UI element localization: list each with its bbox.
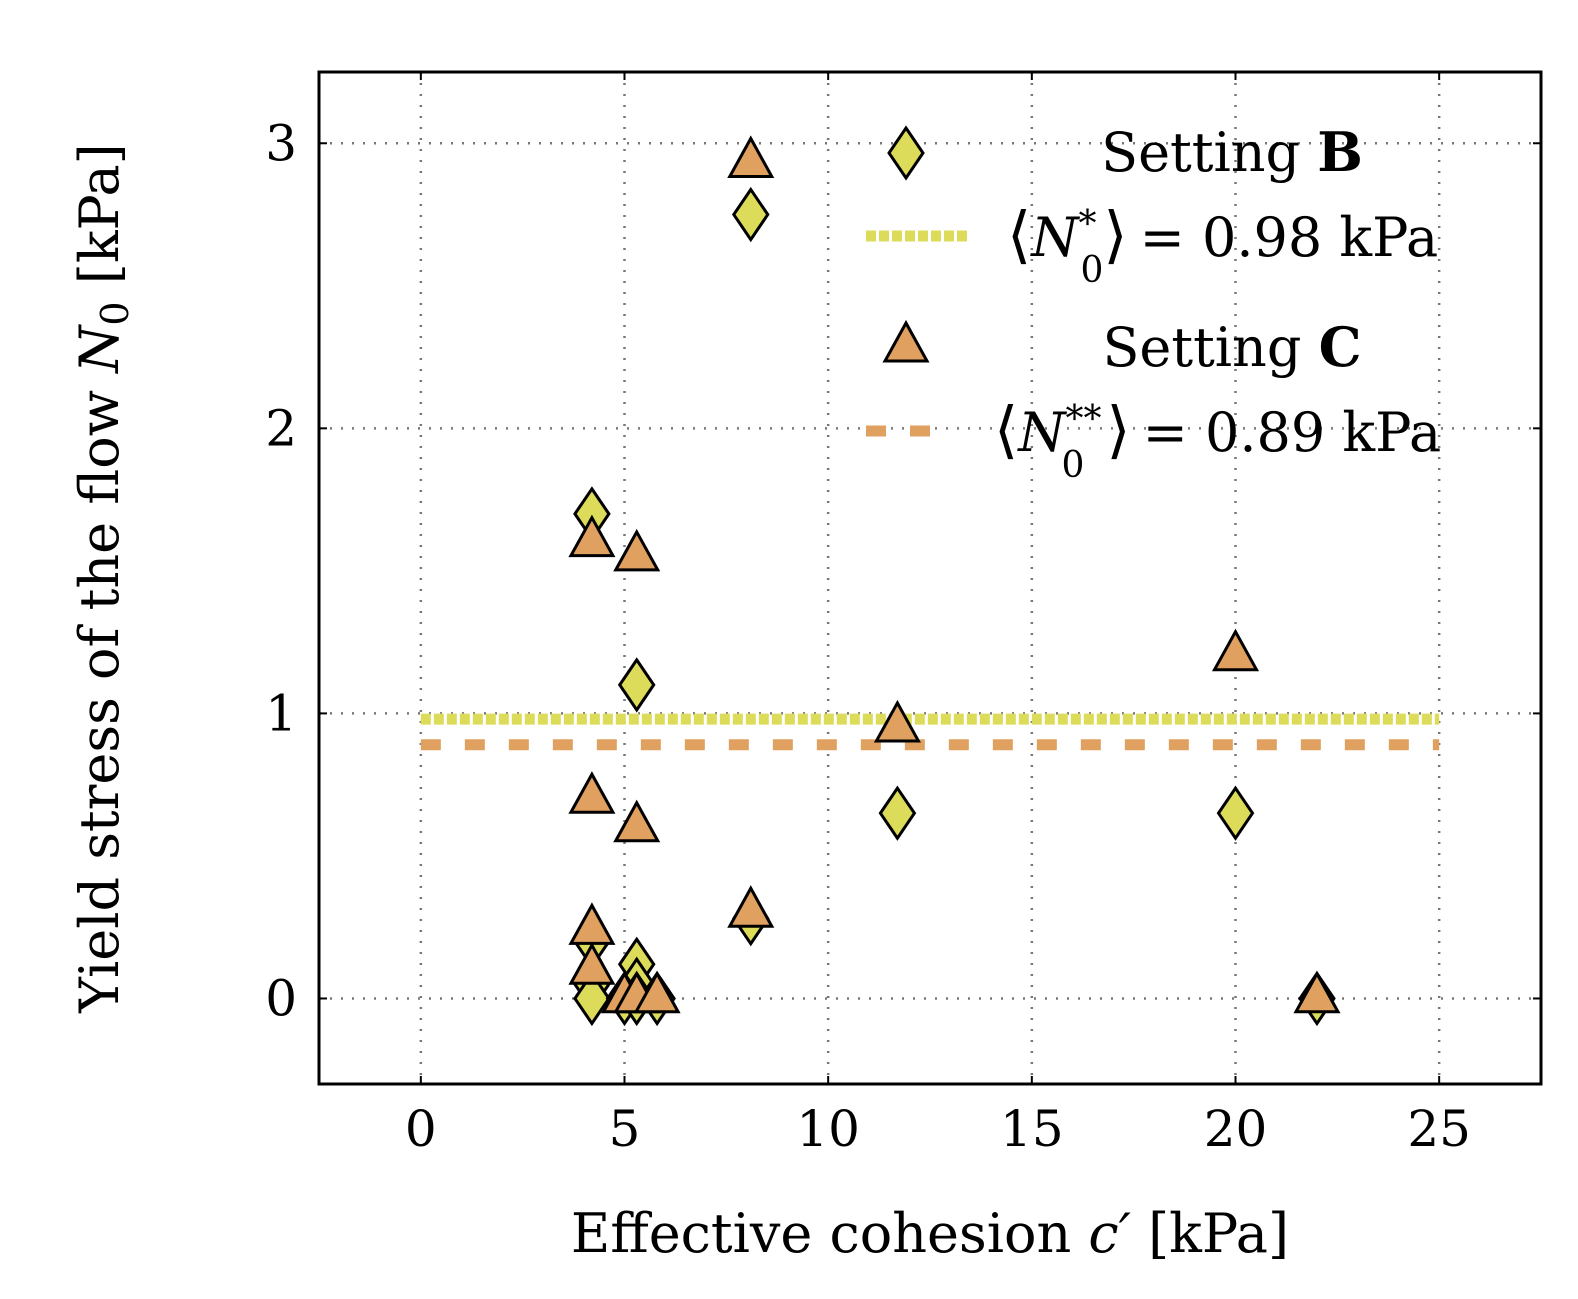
y-tick-label: 0 xyxy=(265,969,297,1027)
data-point-diamond xyxy=(1216,785,1255,841)
data-point-triangle xyxy=(568,902,616,945)
axis-ticks: 0 5 10 15 20 25 0 1 2 3 xyxy=(265,72,1541,1158)
legend-label-mean-b: ⟨N* 0⟩ = 0.98 kPa xyxy=(1007,198,1438,291)
data-point-diamond xyxy=(878,785,917,841)
reference-lines xyxy=(420,713,1440,751)
diamond-marker-icon xyxy=(887,125,925,181)
legend: Setting B ⟨N* 0⟩ = 0.98 kPa Setting C ⟨N**… xyxy=(866,120,1441,486)
data-point-triangle xyxy=(873,699,921,743)
legend-label-setting-c: Setting C xyxy=(1102,315,1361,379)
data-point-triangle xyxy=(568,514,616,558)
series-setting-c xyxy=(568,135,1341,1014)
data-point-diamond xyxy=(731,186,770,243)
legend-label-mean-c: ⟨N** 0 ⟩ = 0.89 kPa xyxy=(994,393,1441,486)
data-points xyxy=(568,135,1341,1027)
data-point-triangle xyxy=(613,799,661,843)
triangle-marker-icon xyxy=(882,319,930,363)
data-point-triangle xyxy=(1211,628,1260,672)
x-tick-label: 15 xyxy=(1000,1100,1064,1158)
legend-marker-setting-c xyxy=(882,319,930,363)
data-point-triangle xyxy=(613,528,661,572)
x-tick-label: 25 xyxy=(1407,1100,1471,1158)
data-point-triangle xyxy=(568,771,616,814)
series-setting-b xyxy=(573,186,1336,1027)
data-point-triangle xyxy=(633,970,681,1014)
data-point-triangle xyxy=(1293,970,1341,1014)
x-tick-label: 0 xyxy=(405,1100,437,1158)
legend-marker-setting-b xyxy=(887,125,925,181)
y-tick-label: 3 xyxy=(265,114,297,172)
data-point-diamond xyxy=(617,657,656,713)
x-tick-label: 10 xyxy=(796,1100,860,1158)
data-point-triangle xyxy=(727,135,775,179)
data-point-triangle xyxy=(568,942,616,985)
y-tick-label: 2 xyxy=(265,399,297,457)
legend-label-setting-b: Setting B xyxy=(1101,120,1363,184)
x-tick-label: 5 xyxy=(609,1100,641,1158)
data-point-diamond xyxy=(573,970,611,1027)
y-axis-label: Yield stress of the flow N0 [kPa] xyxy=(68,143,137,1013)
data-point-triangle xyxy=(727,885,775,928)
x-tick-label: 20 xyxy=(1204,1100,1268,1158)
y-tick-label: 1 xyxy=(265,684,297,742)
x-axis-label: Effective cohesion c′ [kPa] xyxy=(571,1202,1289,1265)
grid xyxy=(319,72,1541,1084)
plot-frame xyxy=(317,70,1543,1086)
